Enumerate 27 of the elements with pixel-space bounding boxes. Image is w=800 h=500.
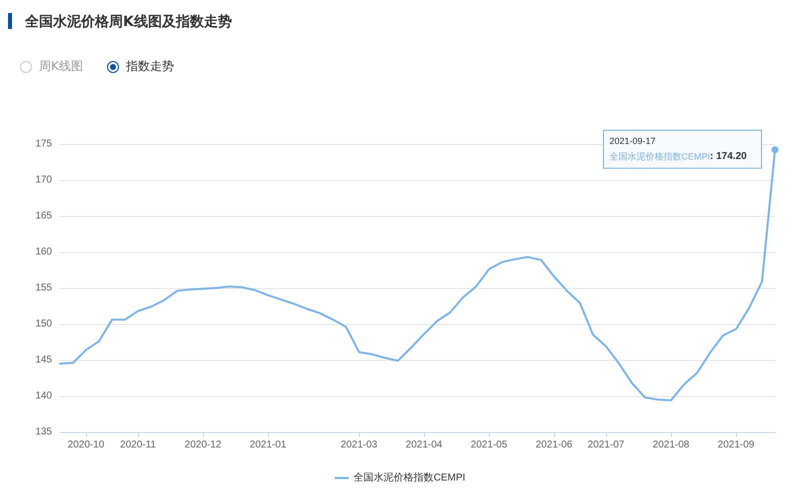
y-tick-label: 145 xyxy=(35,354,52,366)
x-tick-label: 2021-08 xyxy=(652,440,690,450)
x-tick-label: 2021-09 xyxy=(718,440,755,450)
annotation: 2021-09-17 xyxy=(610,136,656,146)
x-tick-label: 2021-06 xyxy=(536,440,573,450)
y-tick-label: 170 xyxy=(35,174,52,186)
y-tick-label: 150 xyxy=(35,318,52,330)
y-tick-label: 155 xyxy=(35,282,52,294)
x-tick-label: 2021-05 xyxy=(470,440,508,450)
chart-title: 全国水泥价格周K线图及指数走势 xyxy=(24,14,232,30)
y-tick-label: 175 xyxy=(35,138,52,150)
legend-label: 全国水泥价格指数CEMPI xyxy=(354,472,466,484)
y-tick-label: 160 xyxy=(35,246,52,258)
x-tick-label: 2020-12 xyxy=(184,440,222,450)
x-tick-label: 2021-07 xyxy=(588,440,625,450)
annotation: : 174.20 xyxy=(710,150,748,162)
y-tick-label: 165 xyxy=(35,210,52,222)
text: 指数走势 xyxy=(126,58,174,75)
text: 全国水泥价格指数CEMPI xyxy=(610,151,710,162)
x-tick-label: 2021-03 xyxy=(340,440,378,450)
x-tick-label: 2020-10 xyxy=(68,440,105,450)
x-tick-label: 2021-01 xyxy=(250,440,287,450)
x-tick-label: 2020-11 xyxy=(120,440,156,450)
y-tick-label: 135 xyxy=(35,426,52,438)
x-tick-label: 2021-04 xyxy=(406,440,443,450)
text: 周K线图 xyxy=(39,58,83,75)
y-tick-label: 140 xyxy=(35,390,52,402)
